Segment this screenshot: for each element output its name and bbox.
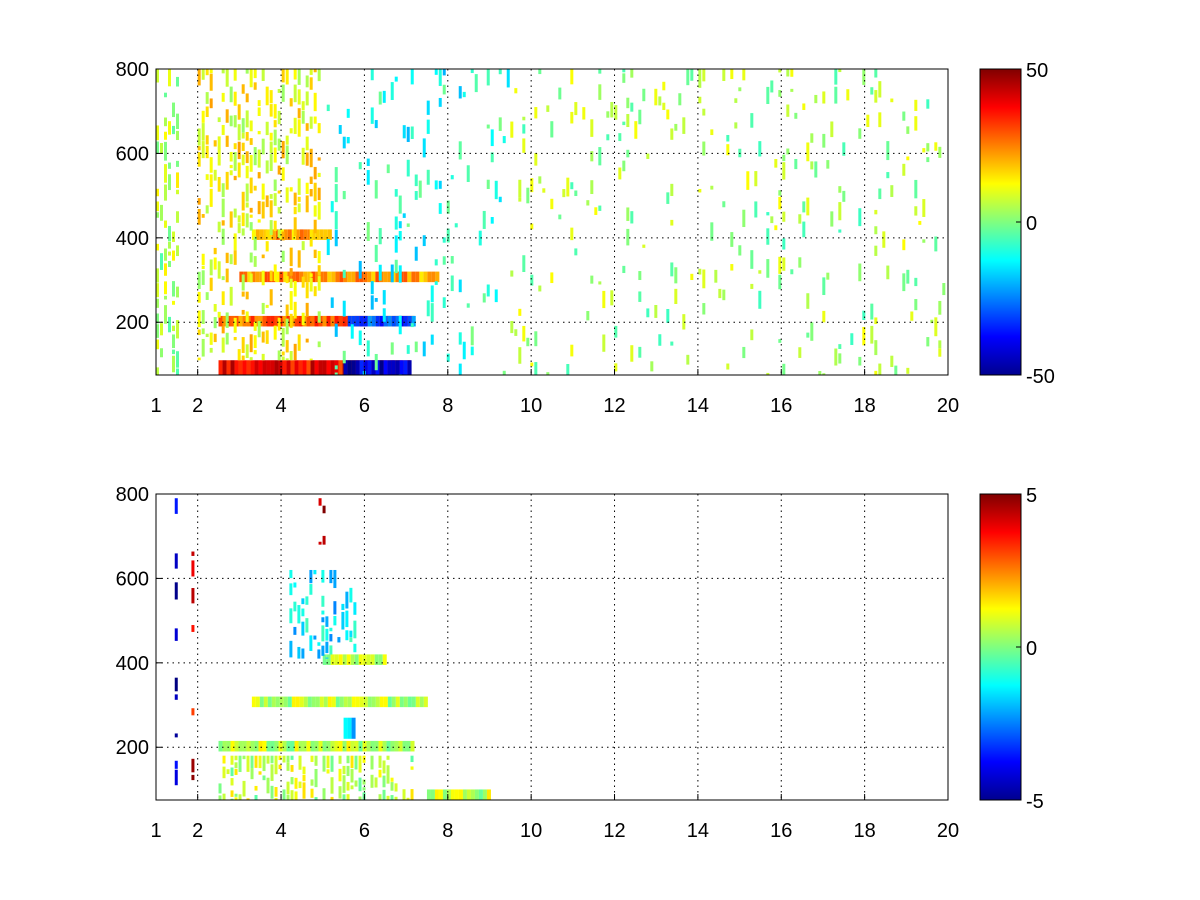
heatmap-feature [510, 69, 946, 375]
x-tick-label: 18 [854, 395, 876, 417]
y-tick-label: 400 [116, 228, 149, 250]
y-tick-label: 600 [116, 143, 149, 165]
x-tick-label: 16 [770, 820, 792, 842]
x-tick-label: 18 [854, 820, 876, 842]
heatmap-feature [156, 69, 179, 375]
heatmap-feature [318, 498, 326, 545]
heatmap-feature [322, 654, 387, 665]
heatmap-feature [343, 360, 412, 375]
x-tick-label: 10 [520, 820, 542, 842]
heatmap-feature [218, 755, 414, 800]
y-tick-label: 800 [116, 59, 149, 81]
y-tick-label: 200 [116, 312, 149, 334]
heatmap-feature [289, 569, 357, 659]
colorbar-gradient [980, 69, 1021, 375]
heatmap-cells [174, 498, 491, 800]
colorbar-gradient [980, 494, 1021, 800]
x-tick-label: 12 [603, 395, 625, 417]
x-tick-label: 2 [192, 820, 203, 842]
heatmap-cells [156, 69, 946, 375]
plot-frame [155, 68, 949, 376]
y-tick-label: 600 [116, 568, 149, 590]
heatmap-feature [191, 551, 195, 781]
x-tick-label: 20 [937, 395, 959, 417]
x-tick-label: 4 [275, 395, 286, 417]
x-tick-label: 20 [937, 820, 959, 842]
heatmap-feature [251, 696, 428, 708]
y-tick-label: 800 [116, 484, 149, 506]
y-tick-label: 400 [116, 653, 149, 675]
heatmap-feature [174, 498, 178, 786]
heatmap-feature [251, 229, 332, 240]
colorbar: 5 0 -5 [979, 485, 1044, 813]
colorbar-tick-label: -50 [1026, 366, 1055, 388]
plot-frame [155, 493, 949, 801]
x-tick-label: 1 [150, 820, 161, 842]
heatmap-feature [218, 740, 415, 752]
x-tick-label: 16 [770, 395, 792, 417]
x-tick-label: 2 [192, 395, 203, 417]
y-tick-label: 200 [116, 737, 149, 759]
colorbar-tick-label: -5 [1026, 791, 1044, 813]
x-tick-label: 4 [275, 820, 286, 842]
x-tick-label: 14 [687, 820, 709, 842]
colorbar-tick-label: 0 [1026, 213, 1037, 235]
x-tick-label: 10 [520, 395, 542, 417]
heatmap-feature [426, 789, 491, 800]
x-tick-label: 8 [442, 820, 453, 842]
colorbar-tick-label: 50 [1026, 60, 1048, 82]
grid-lines [156, 493, 948, 800]
heatmap-feature [239, 271, 440, 283]
x-tick-label: 6 [359, 820, 370, 842]
x-tick-label: 12 [603, 820, 625, 842]
x-tick-label: 6 [359, 395, 370, 417]
colorbar: 50 0 -50 [979, 60, 1055, 388]
colorbar-tick-label: 0 [1026, 638, 1037, 660]
heatmap-feature [197, 69, 321, 361]
heatmap-feature [322, 69, 510, 375]
colorbar-tick-label: 5 [1026, 485, 1037, 507]
x-tick-label: 14 [687, 395, 709, 417]
heatmap-feature [347, 315, 416, 327]
x-tick-label: 8 [442, 395, 453, 417]
x-tick-label: 1 [150, 395, 161, 417]
heatmap-feature [343, 717, 356, 739]
